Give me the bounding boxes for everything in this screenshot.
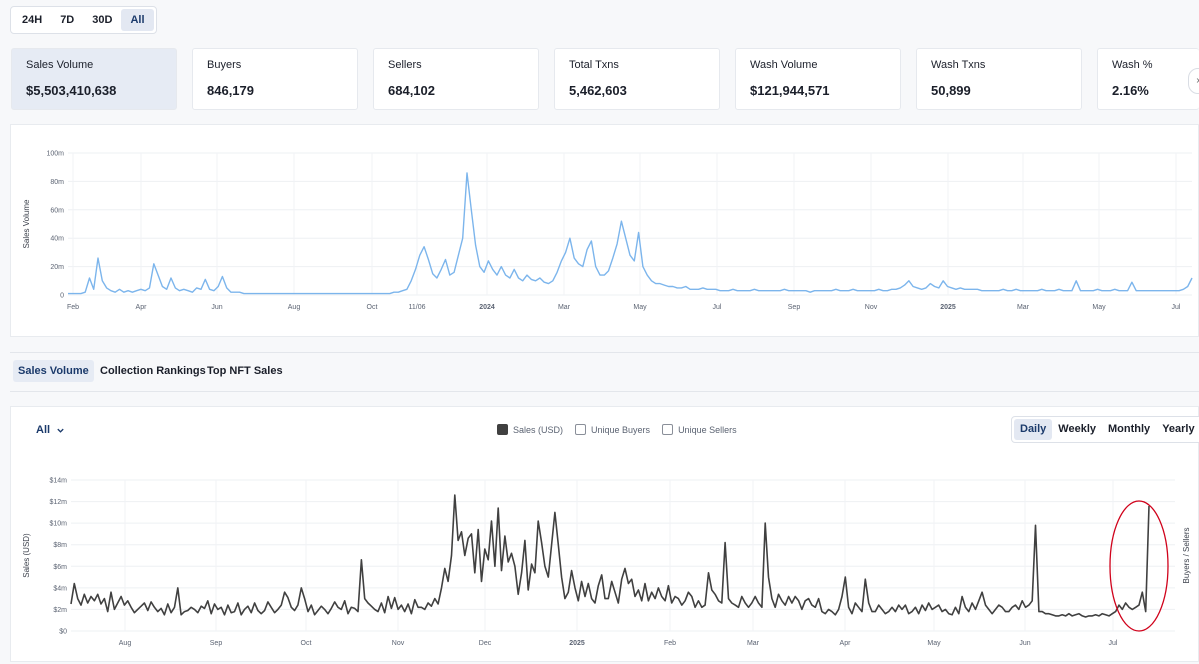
time-range-selector: 24H 7D 30D All xyxy=(10,6,157,34)
stat-label: Sales Volume xyxy=(26,59,94,71)
collection-filter-dropdown[interactable]: All xyxy=(36,424,65,436)
range-7d-button[interactable]: 7D xyxy=(60,14,75,26)
checkbox-checked-icon xyxy=(497,424,508,435)
checkbox-empty-icon xyxy=(662,424,674,435)
tab-collection-rankings[interactable]: Collection Rankings xyxy=(100,365,206,377)
tab-sales-volume[interactable]: Sales Volume xyxy=(13,360,94,382)
chevron-down-icon xyxy=(57,428,64,433)
stat-value: 684,102 xyxy=(388,83,435,98)
legend-label: Unique Sellers xyxy=(678,424,737,435)
stat-label: Buyers xyxy=(207,59,242,71)
stat-label: Sellers xyxy=(388,59,422,71)
sales-chart-panel xyxy=(10,406,1199,662)
stat-value: $121,944,571 xyxy=(750,83,830,98)
range-30d-button[interactable]: 30D xyxy=(92,14,113,26)
filter-label: All xyxy=(36,424,51,436)
stat-value: $5,503,410,638 xyxy=(26,83,117,98)
tab-top-nft-sales[interactable]: Top NFT Sales xyxy=(207,365,283,377)
stat-card-buyers[interactable]: Buyers 846,179 xyxy=(192,48,358,110)
stat-value: 5,462,603 xyxy=(569,83,627,98)
stat-label: Wash Txns xyxy=(931,59,986,71)
stat-value: 50,899 xyxy=(931,83,971,98)
legend-unique-sellers[interactable]: Unique Sellers xyxy=(662,424,737,435)
granularity-yearly-button[interactable]: Yearly xyxy=(1162,423,1195,435)
stat-card-wash-txns[interactable]: Wash Txns 50,899 xyxy=(916,48,1082,110)
stat-value: 2.16% xyxy=(1112,83,1149,98)
legend-label: Unique Buyers xyxy=(591,424,651,435)
stat-card-total-txns[interactable]: Total Txns 5,462,603 xyxy=(554,48,720,110)
chart-legend: Sales (USD) Unique Buyers Unique Sellers xyxy=(497,424,737,435)
section-divider xyxy=(10,352,1199,353)
tabs-divider xyxy=(10,391,1199,392)
stat-label: Wash % xyxy=(1112,59,1153,71)
stat-card-wash-percent[interactable]: Wash % 2.16% xyxy=(1097,48,1199,110)
legend-sales-usd[interactable]: Sales (USD) xyxy=(497,424,563,435)
stat-card-sales-volume[interactable]: Sales Volume $5,503,410,638 xyxy=(11,48,177,110)
stat-card-wash-volume[interactable]: Wash Volume $121,944,571 xyxy=(735,48,901,110)
granularity-weekly-button[interactable]: Weekly xyxy=(1058,423,1097,435)
stat-label: Total Txns xyxy=(569,59,619,71)
scroll-right-icon[interactable]: › xyxy=(1188,68,1199,94)
granularity-monthly-button[interactable]: Monthly xyxy=(1108,423,1151,435)
overview-chart-panel xyxy=(10,124,1199,337)
granularity-selector: Daily Weekly Monthly Yearly xyxy=(1011,416,1199,443)
stat-value: 846,179 xyxy=(207,83,254,98)
stat-card-sellers[interactable]: Sellers 684,102 xyxy=(373,48,539,110)
granularity-daily-button[interactable]: Daily xyxy=(1014,419,1053,440)
legend-unique-buyers[interactable]: Unique Buyers xyxy=(575,424,650,435)
range-all-button[interactable]: All xyxy=(121,9,154,31)
checkbox-empty-icon xyxy=(575,424,587,435)
range-24h-button[interactable]: 24H xyxy=(22,14,43,26)
legend-label: Sales (USD) xyxy=(513,424,564,435)
stat-label: Wash Volume xyxy=(750,59,818,71)
